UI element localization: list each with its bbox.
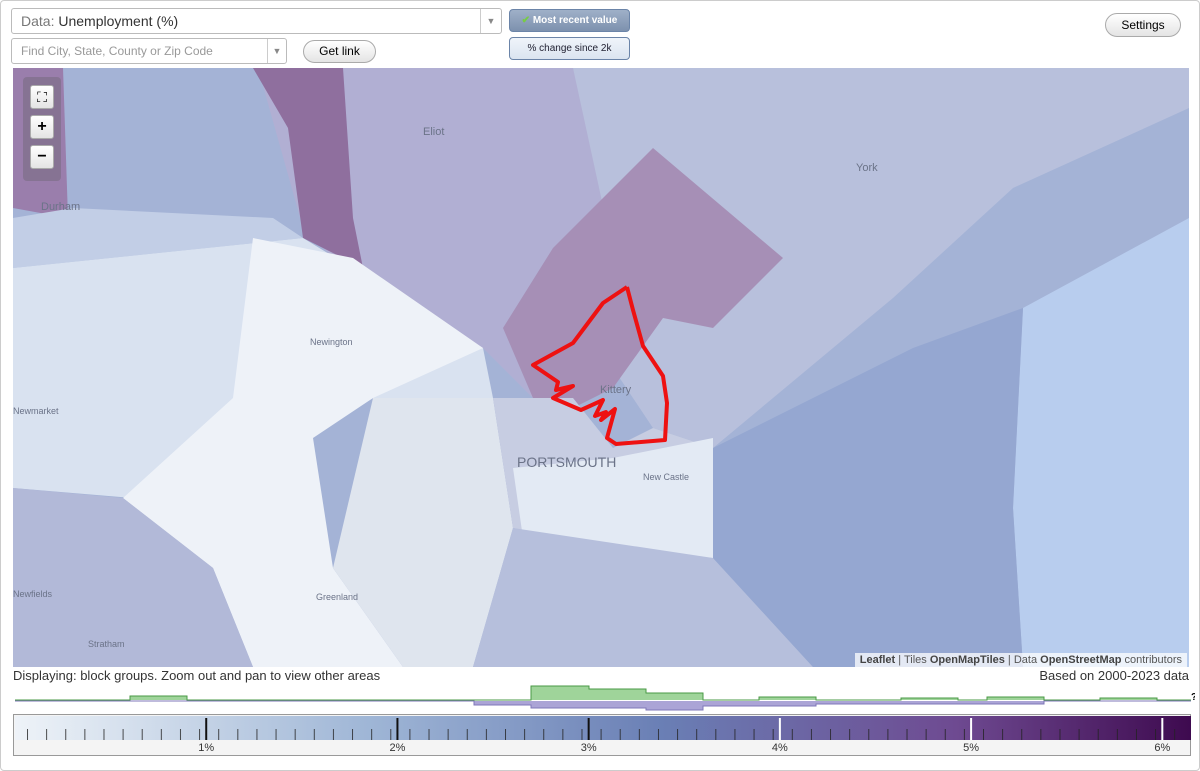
- place-label: Newfields: [13, 589, 53, 599]
- data-select[interactable]: Data: Unemployment (%) ▼: [11, 8, 502, 34]
- map: Eliot York Durham Newington Kittery PORT…: [13, 68, 1189, 667]
- place-label: Newmarket: [13, 406, 59, 416]
- settings-button[interactable]: Settings: [1105, 13, 1181, 37]
- legend-tick-label: 3%: [581, 742, 597, 754]
- attribution: Leaflet | Tiles OpenMapTiles | Data Open…: [854, 653, 1187, 667]
- attr-data: Data: [1013, 654, 1038, 666]
- place-label: York: [856, 162, 878, 174]
- data-value: Unemployment (%): [58, 13, 179, 29]
- attr-sep: |: [898, 654, 902, 666]
- attr-tiles: Tiles: [903, 654, 927, 666]
- legend-tick-label: 1%: [198, 742, 214, 754]
- attr-contributors: contributors: [1124, 654, 1182, 666]
- most-recent-toggle[interactable]: ✔ Most recent value: [509, 9, 630, 32]
- zoom-in-button[interactable]: +: [30, 115, 54, 139]
- place-label: Newington: [310, 337, 353, 347]
- place-label: Kittery: [600, 384, 632, 396]
- legend-tick-label: 4%: [772, 742, 788, 754]
- search-placeholder: Find City, State, County or Zip Code: [21, 44, 213, 58]
- get-link-button[interactable]: Get link: [303, 40, 376, 63]
- attr-sep: |: [1007, 654, 1011, 666]
- status-right: Based on 2000-2023 data: [1039, 668, 1189, 683]
- attr-leaflet[interactable]: Leaflet: [859, 654, 896, 666]
- attr-data-src[interactable]: OpenStreetMap: [1040, 654, 1122, 666]
- change-toggle[interactable]: % change since 2k: [509, 37, 630, 60]
- place-label: New Castle: [643, 472, 689, 482]
- legend: 1% 2% 3% 4% 5% 6%: [15, 716, 1191, 754]
- zoom-out-button[interactable]: −: [30, 145, 54, 169]
- fullscreen-button[interactable]: ⛶: [30, 85, 54, 109]
- place-label: Eliot: [423, 126, 444, 138]
- data-label: Data:: [21, 13, 55, 29]
- zoom-controls: ⛶ + −: [23, 77, 61, 181]
- search-box[interactable]: Find City, State, County or Zip Code ▼: [11, 38, 287, 64]
- place-label: Stratham: [88, 639, 125, 649]
- legend-tick-label: 5%: [963, 742, 979, 754]
- help-icon[interactable]: ?: [1191, 692, 1195, 703]
- place-label: Greenland: [316, 592, 358, 602]
- place-label: Durham: [41, 201, 80, 213]
- attr-tiles-src[interactable]: OpenMapTiles: [929, 654, 1005, 666]
- place-label: PORTSMOUTH: [517, 454, 616, 470]
- most-recent-label: Most recent value: [532, 15, 618, 26]
- legend-tick-label: 6%: [1154, 742, 1170, 754]
- legend-tick-label: 2%: [389, 742, 405, 754]
- status-left: Displaying: block groups. Zoom out and p…: [13, 668, 381, 683]
- histogram: ?: [15, 685, 1195, 711]
